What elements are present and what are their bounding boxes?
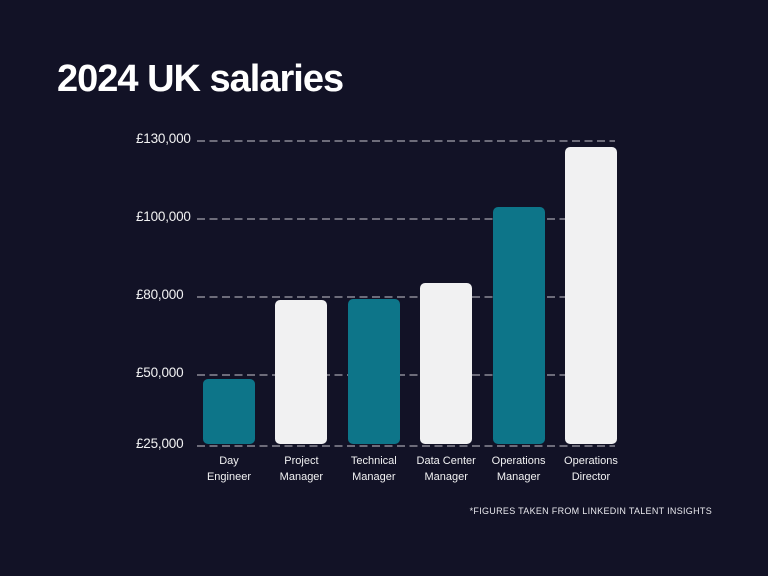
x-axis-label-operations-director: Operations Director	[564, 455, 618, 483]
x-axis-label-data-center-manager: Data Center Manager	[416, 455, 476, 483]
y-axis-label: £100,000	[136, 209, 191, 225]
bar-technical-manager	[347, 298, 400, 444]
x-axis-label-project-manager: Project Manager	[279, 455, 324, 483]
bar-day-engineer	[203, 378, 255, 444]
source-footnote: *FIGURES TAKEN FROM LINKEDIN TALENT INSI…	[469, 506, 712, 516]
gridline-130000	[197, 140, 615, 142]
y-axis-label: £50,000	[136, 364, 184, 380]
page-title: 2024 UK salaries	[57, 58, 344, 100]
x-axis-label-operations-manager: Operations Manager	[491, 455, 546, 483]
bar-operations-manager	[492, 206, 545, 444]
y-axis-label: £25,000	[136, 436, 184, 451]
bar-data-center-manager	[420, 283, 473, 444]
gridline-80000	[197, 295, 615, 298]
gridline-100000	[197, 218, 615, 221]
bars-layer	[203, 139, 617, 444]
gridline-50000	[197, 373, 615, 376]
y-axis-label: £130,000	[136, 131, 191, 146]
bar-chart: £25,000 £50,000 £80,000 £100,000 £130,000 Da…	[136, 131, 618, 483]
bar-operations-director	[564, 146, 617, 444]
gridline-25000	[197, 445, 615, 447]
x-axis-label-technical-manager: Technical Manager	[350, 455, 397, 483]
x-axis-labels: Day Engineer Project Manager Technical Manage…	[203, 453, 618, 485]
x-axis-label-day-engineer: Day Engineer	[206, 455, 252, 483]
y-axis-label: £80,000	[136, 286, 184, 302]
bar-project-manager	[275, 299, 328, 444]
